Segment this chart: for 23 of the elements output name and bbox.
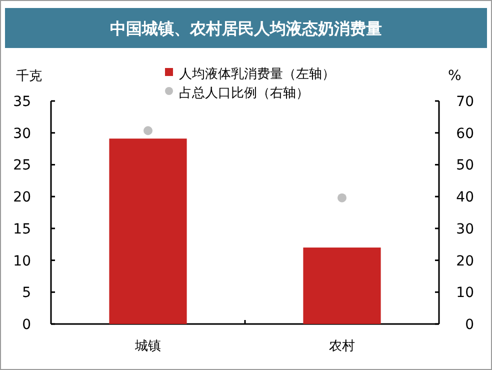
- y2-tick-label: 40: [456, 190, 474, 206]
- y2-tick-label: 50: [456, 158, 474, 174]
- y2-tick-label: 70: [456, 94, 474, 110]
- y-tick-label: 35: [13, 94, 31, 110]
- y-tick-label: 15: [13, 221, 31, 238]
- y-axis-title: 千克: [16, 69, 42, 84]
- chart-title: 中国城镇、农村居民人均液态奶消费量: [110, 19, 382, 38]
- y-tick-label: 0: [22, 317, 31, 333]
- y2-tick-label: 10: [456, 285, 474, 302]
- y2-tick-label: 20: [456, 253, 474, 270]
- y2-tick-label: 0: [465, 317, 474, 333]
- y-tick-label: 10: [13, 253, 31, 270]
- legend-label: 占总人口比例（右轴）: [179, 86, 309, 101]
- y-tick-label: 5: [22, 285, 31, 302]
- y-tick-label: 25: [13, 158, 31, 174]
- y2-axis-title: %: [448, 68, 462, 84]
- x-tick-label: 农村: [329, 339, 355, 354]
- y-tick-label: 30: [13, 126, 31, 142]
- y2-tick-label: 30: [456, 221, 474, 238]
- y-tick-label: 20: [13, 190, 31, 206]
- y2-tick-label: 60: [456, 126, 474, 142]
- legend-label: 人均液体乳消费量（左轴）: [179, 67, 335, 82]
- x-tick-label: 城镇: [134, 339, 161, 354]
